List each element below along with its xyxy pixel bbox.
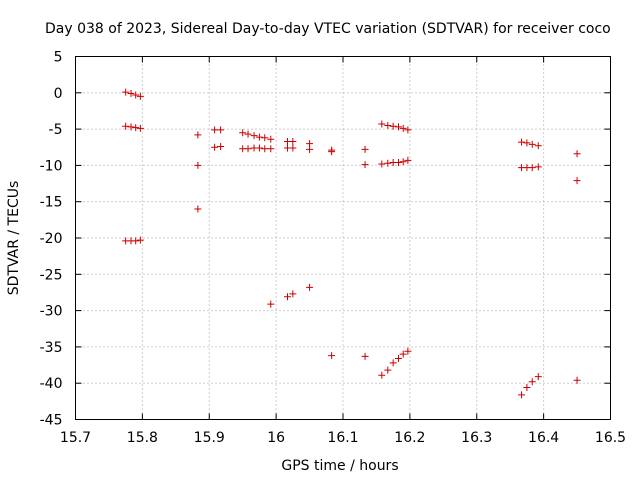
data-point [217, 143, 225, 151]
y-tick-label: -45 [40, 413, 63, 429]
data-point [384, 121, 392, 129]
x-tick-label: 16.4 [528, 430, 559, 446]
data-point [523, 384, 531, 392]
data-point [518, 138, 526, 146]
data-point [361, 352, 369, 360]
data-point [255, 133, 263, 141]
data-point [378, 120, 386, 128]
data-point [389, 122, 397, 130]
y-tick-label: -5 [49, 122, 63, 138]
data-point [127, 90, 135, 98]
data-point [523, 139, 531, 147]
y-tick-label: -35 [40, 340, 63, 356]
data-point [528, 164, 536, 172]
data-point [261, 134, 269, 142]
y-tick-label: -10 [40, 158, 63, 174]
x-axis-title: GPS time / hours [281, 458, 398, 474]
data-point [534, 373, 542, 381]
data-point [239, 129, 247, 137]
data-point [528, 140, 536, 148]
data-points [122, 88, 581, 399]
data-point [361, 145, 369, 153]
y-tick-label: -15 [40, 195, 63, 211]
data-point [534, 163, 542, 171]
data-point [378, 160, 386, 168]
data-point [136, 92, 144, 100]
data-point [194, 161, 202, 169]
data-point [395, 355, 403, 363]
y-tick-label: -25 [40, 267, 63, 283]
x-tick-label: 16.1 [327, 430, 358, 446]
data-point [389, 359, 397, 367]
y-tick-label: -20 [40, 231, 63, 247]
data-point [289, 137, 297, 145]
data-point [122, 122, 130, 130]
data-point [132, 237, 140, 245]
data-point [194, 205, 202, 213]
data-point [534, 142, 542, 150]
data-point [573, 177, 581, 185]
x-tick-label: 16.2 [394, 430, 425, 446]
data-point [132, 91, 140, 99]
data-point [267, 135, 275, 143]
y-axis: 5 0 -5 -10 -15 -20 -25 -30 -35 -40 -45 [40, 50, 611, 429]
data-point [267, 145, 275, 153]
data-point [573, 150, 581, 158]
data-point [122, 88, 130, 96]
data-point [261, 145, 269, 153]
data-point [395, 158, 403, 166]
data-point [361, 161, 369, 169]
data-point [244, 145, 252, 153]
grid [75, 56, 611, 420]
data-point [136, 236, 144, 244]
data-point [528, 378, 536, 386]
data-point [194, 131, 202, 139]
data-point [306, 145, 314, 153]
data-point [404, 156, 412, 164]
data-point [395, 123, 403, 131]
data-point [127, 123, 135, 131]
y-tick-label: -40 [40, 376, 63, 392]
data-point [306, 283, 314, 291]
data-point [136, 124, 144, 132]
y-tick-label: 0 [54, 86, 63, 102]
x-axis: 15.7 15.8 15.9 16 16.1 16.2 16.3 16.4 16.5 [60, 56, 626, 446]
data-point [399, 158, 407, 166]
data-point [289, 290, 297, 298]
data-point [384, 366, 392, 374]
data-point [211, 143, 219, 151]
data-point [399, 124, 407, 132]
data-point [404, 126, 412, 134]
data-point [255, 144, 263, 152]
data-point [378, 371, 386, 379]
data-point [211, 126, 219, 134]
data-point [267, 300, 275, 308]
x-tick-label: 16 [267, 430, 285, 446]
data-point [328, 352, 336, 360]
data-point [399, 350, 407, 358]
data-point [289, 144, 297, 152]
y-tick-label: -30 [40, 304, 63, 320]
data-point [573, 376, 581, 384]
x-tick-label: 16.5 [595, 430, 626, 446]
data-point [244, 130, 252, 138]
x-tick-label: 15.9 [194, 430, 225, 446]
data-point [328, 148, 336, 156]
data-point [283, 293, 291, 301]
y-axis-title: SDTVAR / TECUs [6, 181, 22, 296]
data-point [384, 159, 392, 167]
data-point [132, 124, 140, 132]
y-tick-label: 5 [54, 50, 63, 66]
data-point [404, 347, 412, 355]
chart-title: Day 038 of 2023, Sidereal Day-to-day VTE… [45, 21, 611, 37]
x-tick-label: 15.8 [127, 430, 158, 446]
x-tick-label: 15.7 [60, 430, 91, 446]
x-tick-label: 16.3 [461, 430, 492, 446]
data-point [518, 391, 526, 399]
data-point [217, 126, 225, 134]
data-point [250, 132, 258, 140]
